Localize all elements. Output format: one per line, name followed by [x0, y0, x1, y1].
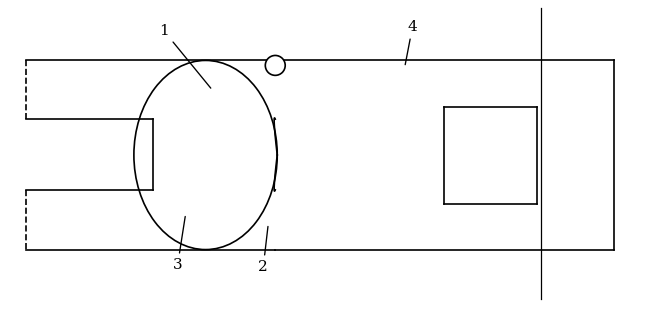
Polygon shape [444, 61, 537, 107]
Text: 4: 4 [405, 20, 418, 65]
Polygon shape [27, 61, 276, 119]
Polygon shape [27, 190, 276, 250]
Polygon shape [444, 107, 537, 204]
Text: 2: 2 [258, 227, 268, 275]
Polygon shape [276, 61, 444, 250]
Text: 3: 3 [173, 217, 185, 272]
Polygon shape [537, 61, 614, 250]
Polygon shape [444, 204, 537, 250]
Circle shape [266, 56, 286, 76]
Text: 1: 1 [159, 23, 210, 88]
Polygon shape [274, 118, 278, 191]
